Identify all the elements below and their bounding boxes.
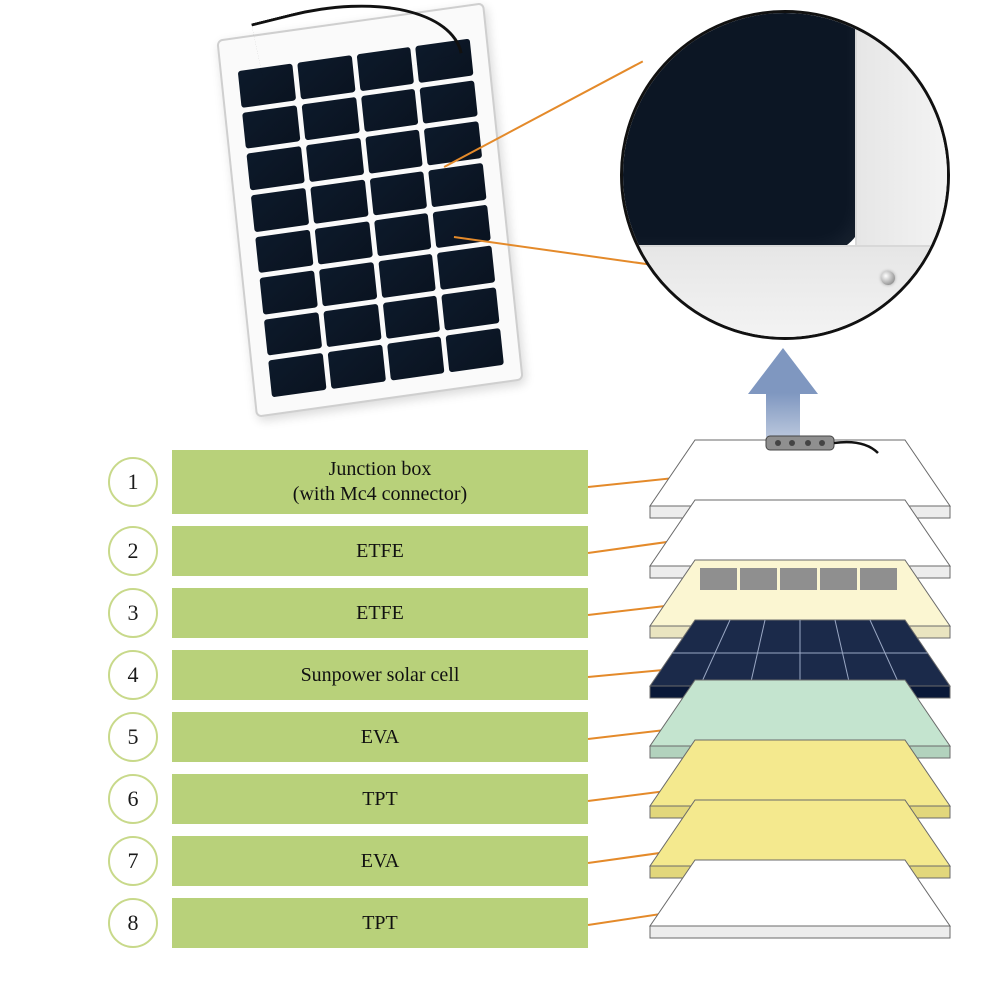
magnifier-rivet: [881, 271, 895, 285]
legend-label: TPT: [172, 898, 588, 948]
legend-number: 8: [108, 898, 158, 948]
legend-row-8: 8 TPT: [108, 898, 588, 948]
arrow-up-icon: [748, 348, 818, 438]
legend-number: 1: [108, 457, 158, 507]
legend-label: ETFE: [172, 526, 588, 576]
legend-number: 2: [108, 526, 158, 576]
legend-number: 7: [108, 836, 158, 886]
legend-label: ETFE: [172, 588, 588, 638]
legend-row-3: 3 ETFE: [108, 588, 588, 638]
legend-label: TPT: [172, 774, 588, 824]
legend-row-1: 1 Junction box(with Mc4 connector): [108, 450, 588, 514]
legend-row-2: 2 ETFE: [108, 526, 588, 576]
infographic-canvas: 1Junction box(with Mc4 connector)2ETFE3E…: [0, 0, 1001, 1001]
magnifier-detail: [620, 10, 950, 340]
legend-number: 3: [108, 588, 158, 638]
magnifier-panel-corner: [620, 10, 863, 253]
legend-label: Sunpower solar cell: [172, 650, 588, 700]
legend-label: EVA: [172, 836, 588, 886]
legend-row-6: 6 TPT: [108, 774, 588, 824]
layer-stack: [650, 440, 950, 920]
legend-row-7: 7 EVA: [108, 836, 588, 886]
magnifier-edge-horizontal: [620, 245, 950, 340]
legend-number: 6: [108, 774, 158, 824]
legend-label: Junction box(with Mc4 connector): [172, 450, 588, 514]
legend-number: 5: [108, 712, 158, 762]
layer-legend: 1Junction box(with Mc4 connector)2ETFE3E…: [108, 450, 588, 960]
legend-label: EVA: [172, 712, 588, 762]
solar-panel-illustration: [216, 2, 523, 418]
legend-number: 4: [108, 650, 158, 700]
legend-row-4: 4 Sunpower solar cell: [108, 650, 588, 700]
legend-row-5: 5 EVA: [108, 712, 588, 762]
stack-layer-8: [650, 860, 950, 938]
